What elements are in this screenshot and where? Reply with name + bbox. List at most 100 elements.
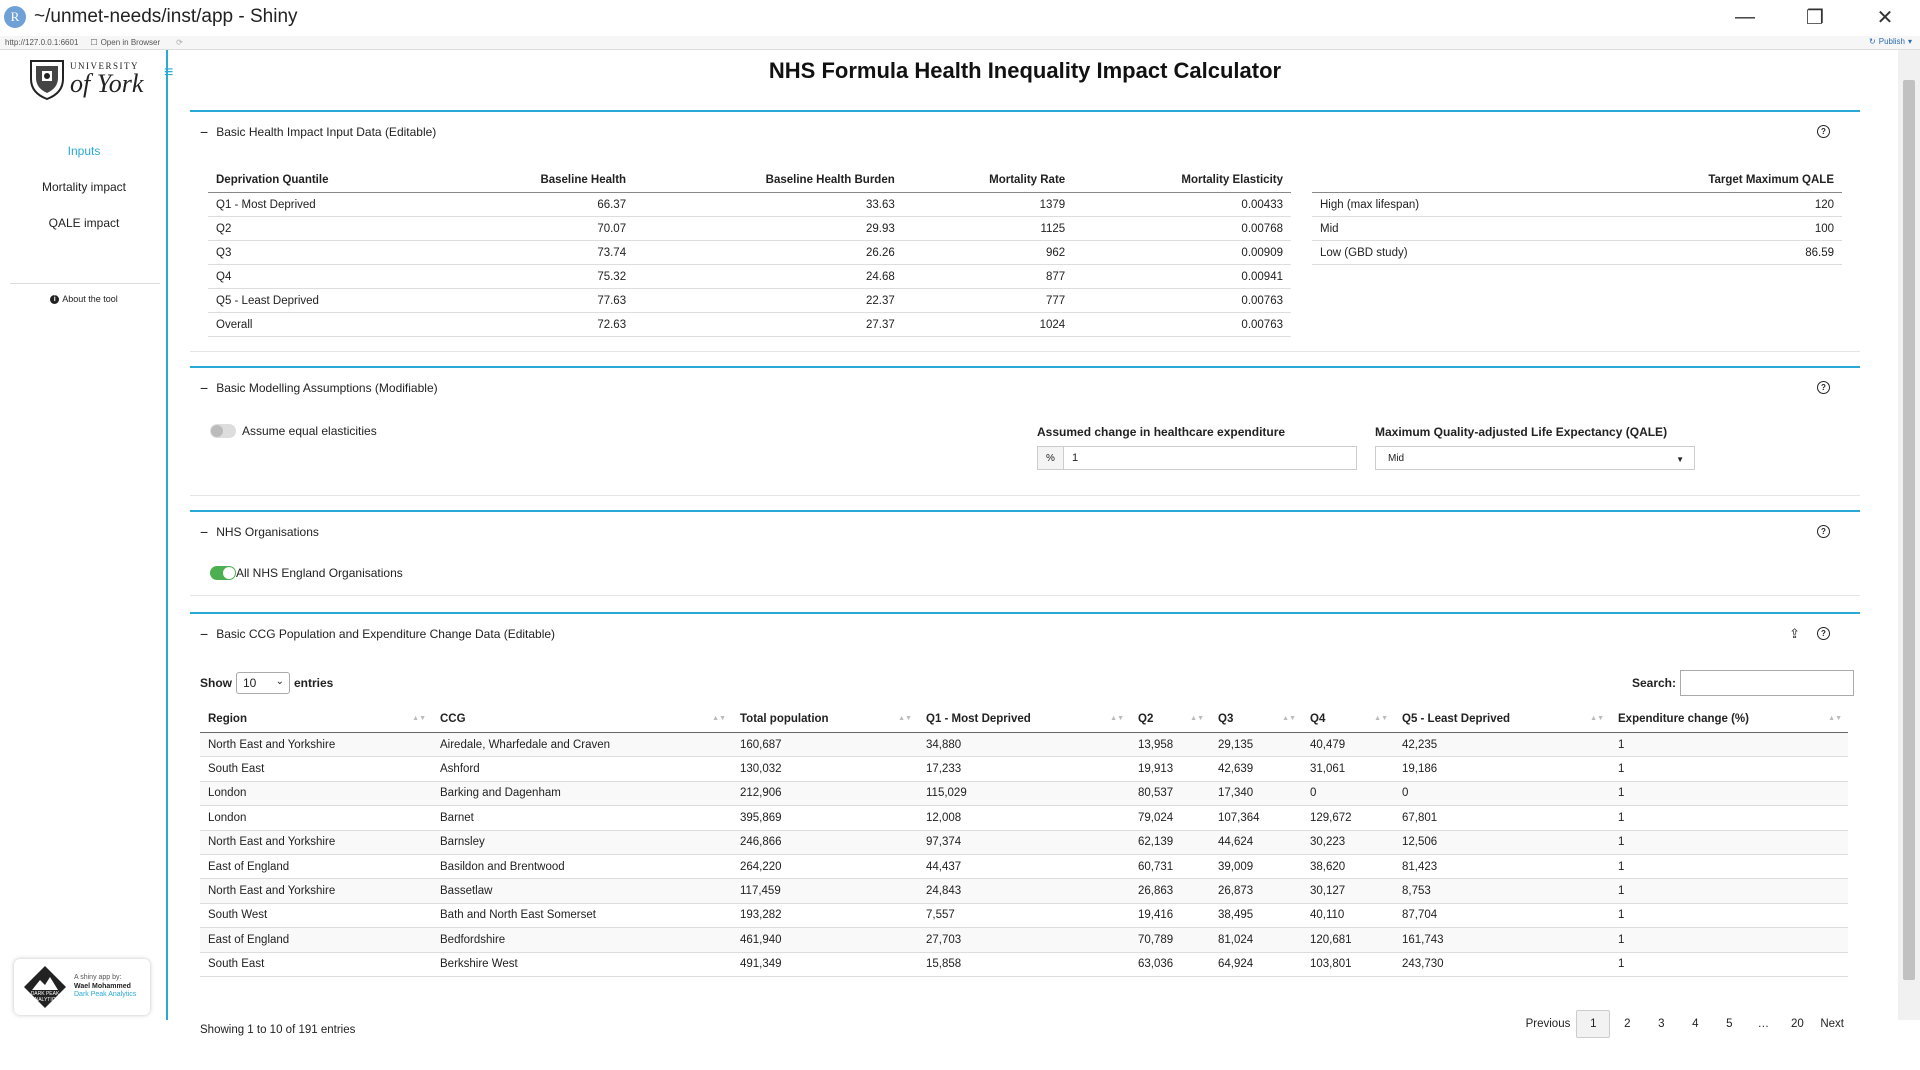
table-cell[interactable]: Airedale, Wharfedale and Craven — [432, 732, 732, 758]
collapse-icon[interactable]: − — [200, 626, 209, 642]
sortable-column-header[interactable]: Q1 - Most Deprived ▲▼ — [918, 706, 1130, 733]
table-cell[interactable]: 1 — [1610, 805, 1848, 831]
table-cell[interactable]: 0.00763 — [1073, 288, 1291, 313]
table-cell[interactable]: Berkshire West — [432, 952, 732, 977]
table-cell[interactable]: 26,873 — [1210, 878, 1302, 904]
table-cell[interactable]: 62,139 — [1130, 830, 1210, 855]
table-cell[interactable]: 17,340 — [1210, 781, 1302, 807]
help-icon[interactable]: ? — [1817, 627, 1830, 640]
table-cell[interactable]: 22.37 — [634, 288, 903, 313]
previous-button[interactable]: Previous — [1525, 1018, 1571, 1030]
table-cell[interactable]: 0.00768 — [1073, 216, 1291, 241]
sortable-column-header[interactable]: Q3 ▲▼ — [1210, 706, 1302, 733]
table-cell[interactable]: 64,924 — [1210, 952, 1302, 977]
box-header[interactable]: − Basic Modelling Assumptions (Modifiabl… — [190, 368, 1860, 408]
about-the-tool-link[interactable]: i About the tool — [0, 294, 168, 304]
table-cell[interactable]: 19,913 — [1130, 756, 1210, 782]
minimize-button[interactable]: — — [1735, 5, 1755, 28]
table-cell[interactable]: 73.74 — [445, 240, 635, 265]
table-cell[interactable]: 0 — [1302, 781, 1394, 807]
table-cell[interactable]: Q2 — [208, 216, 446, 241]
table-cell[interactable]: 40,110 — [1302, 903, 1394, 929]
table-cell[interactable]: Q1 - Most Deprived — [208, 192, 446, 217]
upload-icon[interactable]: ⇪ — [1789, 626, 1800, 641]
table-cell[interactable]: 77.63 — [445, 288, 635, 313]
table-cell[interactable]: 70,789 — [1130, 927, 1210, 953]
table-cell[interactable]: 1 — [1610, 756, 1848, 782]
table-cell[interactable]: 395,869 — [732, 805, 918, 831]
restore-button[interactable]: ❐ — [1806, 6, 1824, 29]
table-cell[interactable]: 264,220 — [732, 854, 918, 880]
table-cell[interactable]: 129,672 — [1302, 805, 1394, 831]
table-cell[interactable]: 30,223 — [1302, 830, 1394, 855]
table-cell[interactable]: 7,557 — [918, 903, 1130, 929]
table-cell[interactable]: London — [200, 781, 432, 807]
table-cell[interactable]: Bassetlaw — [432, 878, 732, 904]
table-cell[interactable]: North East and Yorkshire — [200, 830, 432, 855]
table-cell[interactable]: 120,681 — [1302, 927, 1394, 953]
table-cell[interactable]: 67,801 — [1394, 805, 1610, 831]
table-cell[interactable]: 81,423 — [1394, 854, 1610, 880]
next-button[interactable]: Next — [1820, 1018, 1844, 1030]
table-cell[interactable]: North East and Yorkshire — [200, 878, 432, 904]
sortable-column-header[interactable]: Q2 ▲▼ — [1130, 706, 1210, 733]
table-cell[interactable]: South East — [200, 756, 432, 782]
table-cell[interactable]: North East and Yorkshire — [200, 732, 432, 758]
table-cell[interactable]: 29.93 — [634, 216, 903, 241]
max-qale-select[interactable]: Mid ▼ — [1375, 446, 1695, 470]
table-cell[interactable]: 72.63 — [445, 312, 635, 337]
close-button[interactable]: ✕ — [1876, 6, 1894, 29]
table-cell[interactable]: 87,704 — [1394, 903, 1610, 929]
box-header[interactable]: − Basic Health Impact Input Data (Editab… — [190, 112, 1860, 152]
table-cell[interactable]: 1125 — [902, 216, 1074, 241]
table-cell[interactable]: Mid — [1312, 216, 1550, 241]
hamburger-menu-icon[interactable]: ≡ — [164, 64, 174, 81]
table-cell[interactable]: 1 — [1610, 952, 1848, 977]
table-cell[interactable]: 66.37 — [445, 192, 635, 217]
table-cell[interactable]: 1 — [1610, 854, 1848, 880]
help-icon[interactable]: ? — [1817, 381, 1830, 394]
table-cell[interactable]: Barking and Dagenham — [432, 781, 732, 807]
table-cell[interactable]: 461,940 — [732, 927, 918, 953]
table-cell[interactable]: 44,437 — [918, 854, 1130, 880]
table-cell[interactable]: 0.00909 — [1073, 240, 1291, 265]
table-cell[interactable]: 1 — [1610, 878, 1848, 904]
table-cell[interactable]: Q4 — [208, 264, 446, 289]
table-cell[interactable]: 100 — [1549, 216, 1842, 241]
sortable-column-header[interactable]: Q5 - Least Deprived ▲▼ — [1394, 706, 1610, 733]
table-cell[interactable]: South East — [200, 952, 432, 977]
table-cell[interactable]: 1379 — [902, 192, 1074, 217]
table-cell[interactable]: Bedfordshire — [432, 927, 732, 953]
table-cell[interactable]: London — [200, 805, 432, 831]
table-cell[interactable]: 27,703 — [918, 927, 1130, 953]
table-cell[interactable]: 38,495 — [1210, 903, 1302, 929]
dark-peak-analytics-badge[interactable]: DARK PEAK ANALYTICS A shiny app by: Wael… — [14, 959, 150, 1015]
table-cell[interactable]: 120 — [1549, 192, 1842, 217]
publish-button[interactable]: ↻ Publish ▾ — [1869, 37, 1912, 46]
table-cell[interactable]: 31,061 — [1302, 756, 1394, 782]
table-cell[interactable]: 40,479 — [1302, 732, 1394, 758]
table-cell[interactable]: 12,008 — [918, 805, 1130, 831]
table-cell[interactable]: 1 — [1610, 781, 1848, 807]
table-cell[interactable]: 0.00433 — [1073, 192, 1291, 217]
table-cell[interactable]: East of England — [200, 927, 432, 953]
table-cell[interactable]: 29,135 — [1210, 732, 1302, 758]
table-cell[interactable]: 60,731 — [1130, 854, 1210, 880]
open-in-browser-button[interactable]: ☐ Open in Browser — [90, 38, 160, 47]
box-header[interactable]: − Basic CCG Population and Expenditure C… — [190, 614, 1860, 654]
table-cell[interactable]: Barnsley — [432, 830, 732, 855]
table-cell[interactable]: 1024 — [902, 312, 1074, 337]
help-icon[interactable]: ? — [1817, 525, 1830, 538]
table-cell[interactable]: 212,906 — [732, 781, 918, 807]
table-cell[interactable]: Ashford — [432, 756, 732, 782]
table-cell[interactable]: 26,863 — [1130, 878, 1210, 904]
table-cell[interactable]: Q3 — [208, 240, 446, 265]
expenditure-change-input[interactable]: % 1 — [1037, 446, 1357, 470]
table-cell[interactable]: 70.07 — [445, 216, 635, 241]
table-cell[interactable]: 79,024 — [1130, 805, 1210, 831]
sortable-column-header[interactable]: Q4 ▲▼ — [1302, 706, 1394, 733]
page-button[interactable]: 2 — [1624, 1018, 1631, 1030]
table-cell[interactable]: 24.68 — [634, 264, 903, 289]
table-cell[interactable]: Barnet — [432, 805, 732, 831]
table-cell[interactable]: 44,624 — [1210, 830, 1302, 855]
